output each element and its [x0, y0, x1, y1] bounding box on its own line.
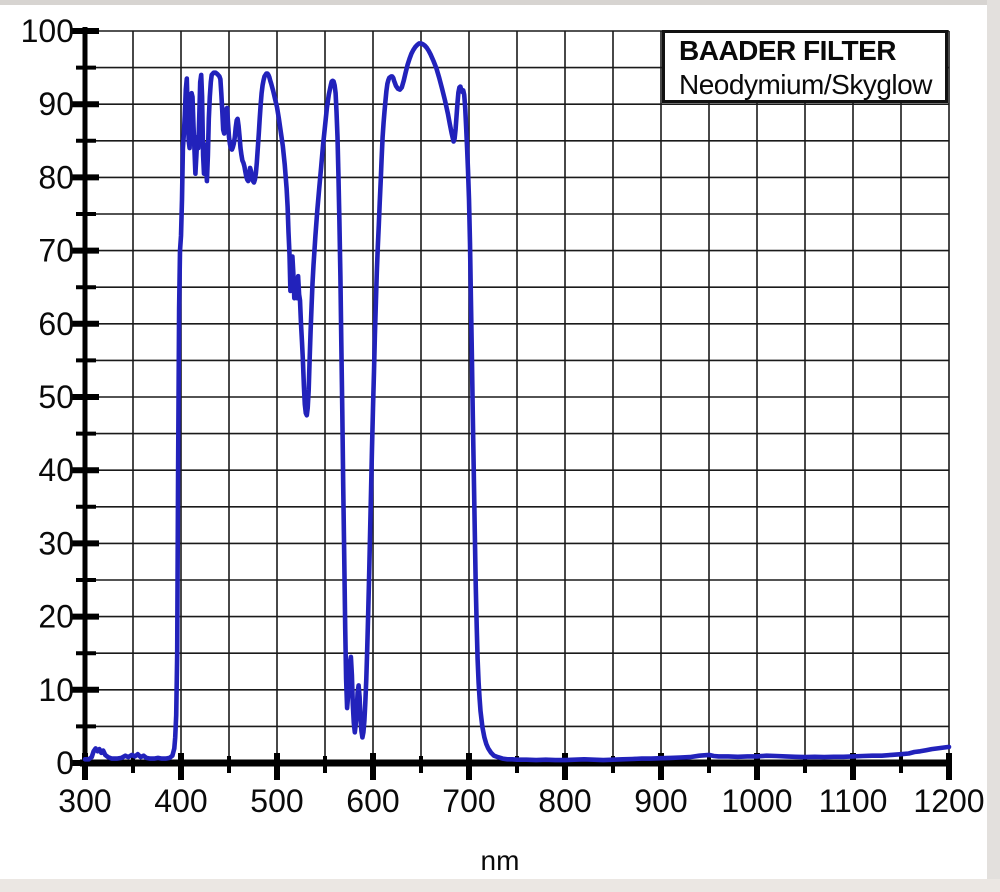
y-tick-label: 0 [56, 745, 74, 781]
screen-edge-bottom [0, 879, 1000, 892]
filter-info-box: BAADER FILTER Neodymium/Skyglow [662, 30, 948, 103]
y-tick-label: 50 [38, 379, 74, 415]
y-tick-label: 30 [38, 525, 74, 561]
transmission-curve [82, 41, 952, 763]
y-tick-label: 20 [38, 599, 74, 635]
x-tick-label: 800 [538, 783, 591, 819]
x-axis-unit-label: nm [480, 845, 520, 876]
filter-model-subtitle: Neodymium/Skyglow [679, 69, 932, 100]
y-tick-label: 10 [38, 672, 74, 708]
screen-edge-right [987, 0, 1000, 892]
y-tick-label: 40 [38, 452, 74, 488]
x-tick-label: 300 [58, 783, 111, 819]
y-tick-label: 80 [38, 159, 74, 195]
y-tick-label: 60 [38, 306, 74, 342]
x-tick-label: 1100 [819, 783, 888, 819]
filter-brand-title: BAADER FILTER [679, 35, 896, 66]
y-tick-label: 90 [38, 86, 74, 122]
y-tick-label: 70 [38, 233, 74, 269]
x-tick-label: 600 [346, 783, 399, 819]
x-tick-label: 1200 [913, 783, 984, 819]
screen-edge-top [0, 0, 1000, 5]
x-tick-label: 500 [250, 783, 303, 819]
y-tick-label: 100 [21, 13, 74, 49]
x-tick-label: 400 [154, 783, 207, 819]
x-tick-label: 900 [634, 783, 687, 819]
x-tick-label: 700 [442, 783, 495, 819]
x-tick-label: 1000 [721, 783, 792, 819]
